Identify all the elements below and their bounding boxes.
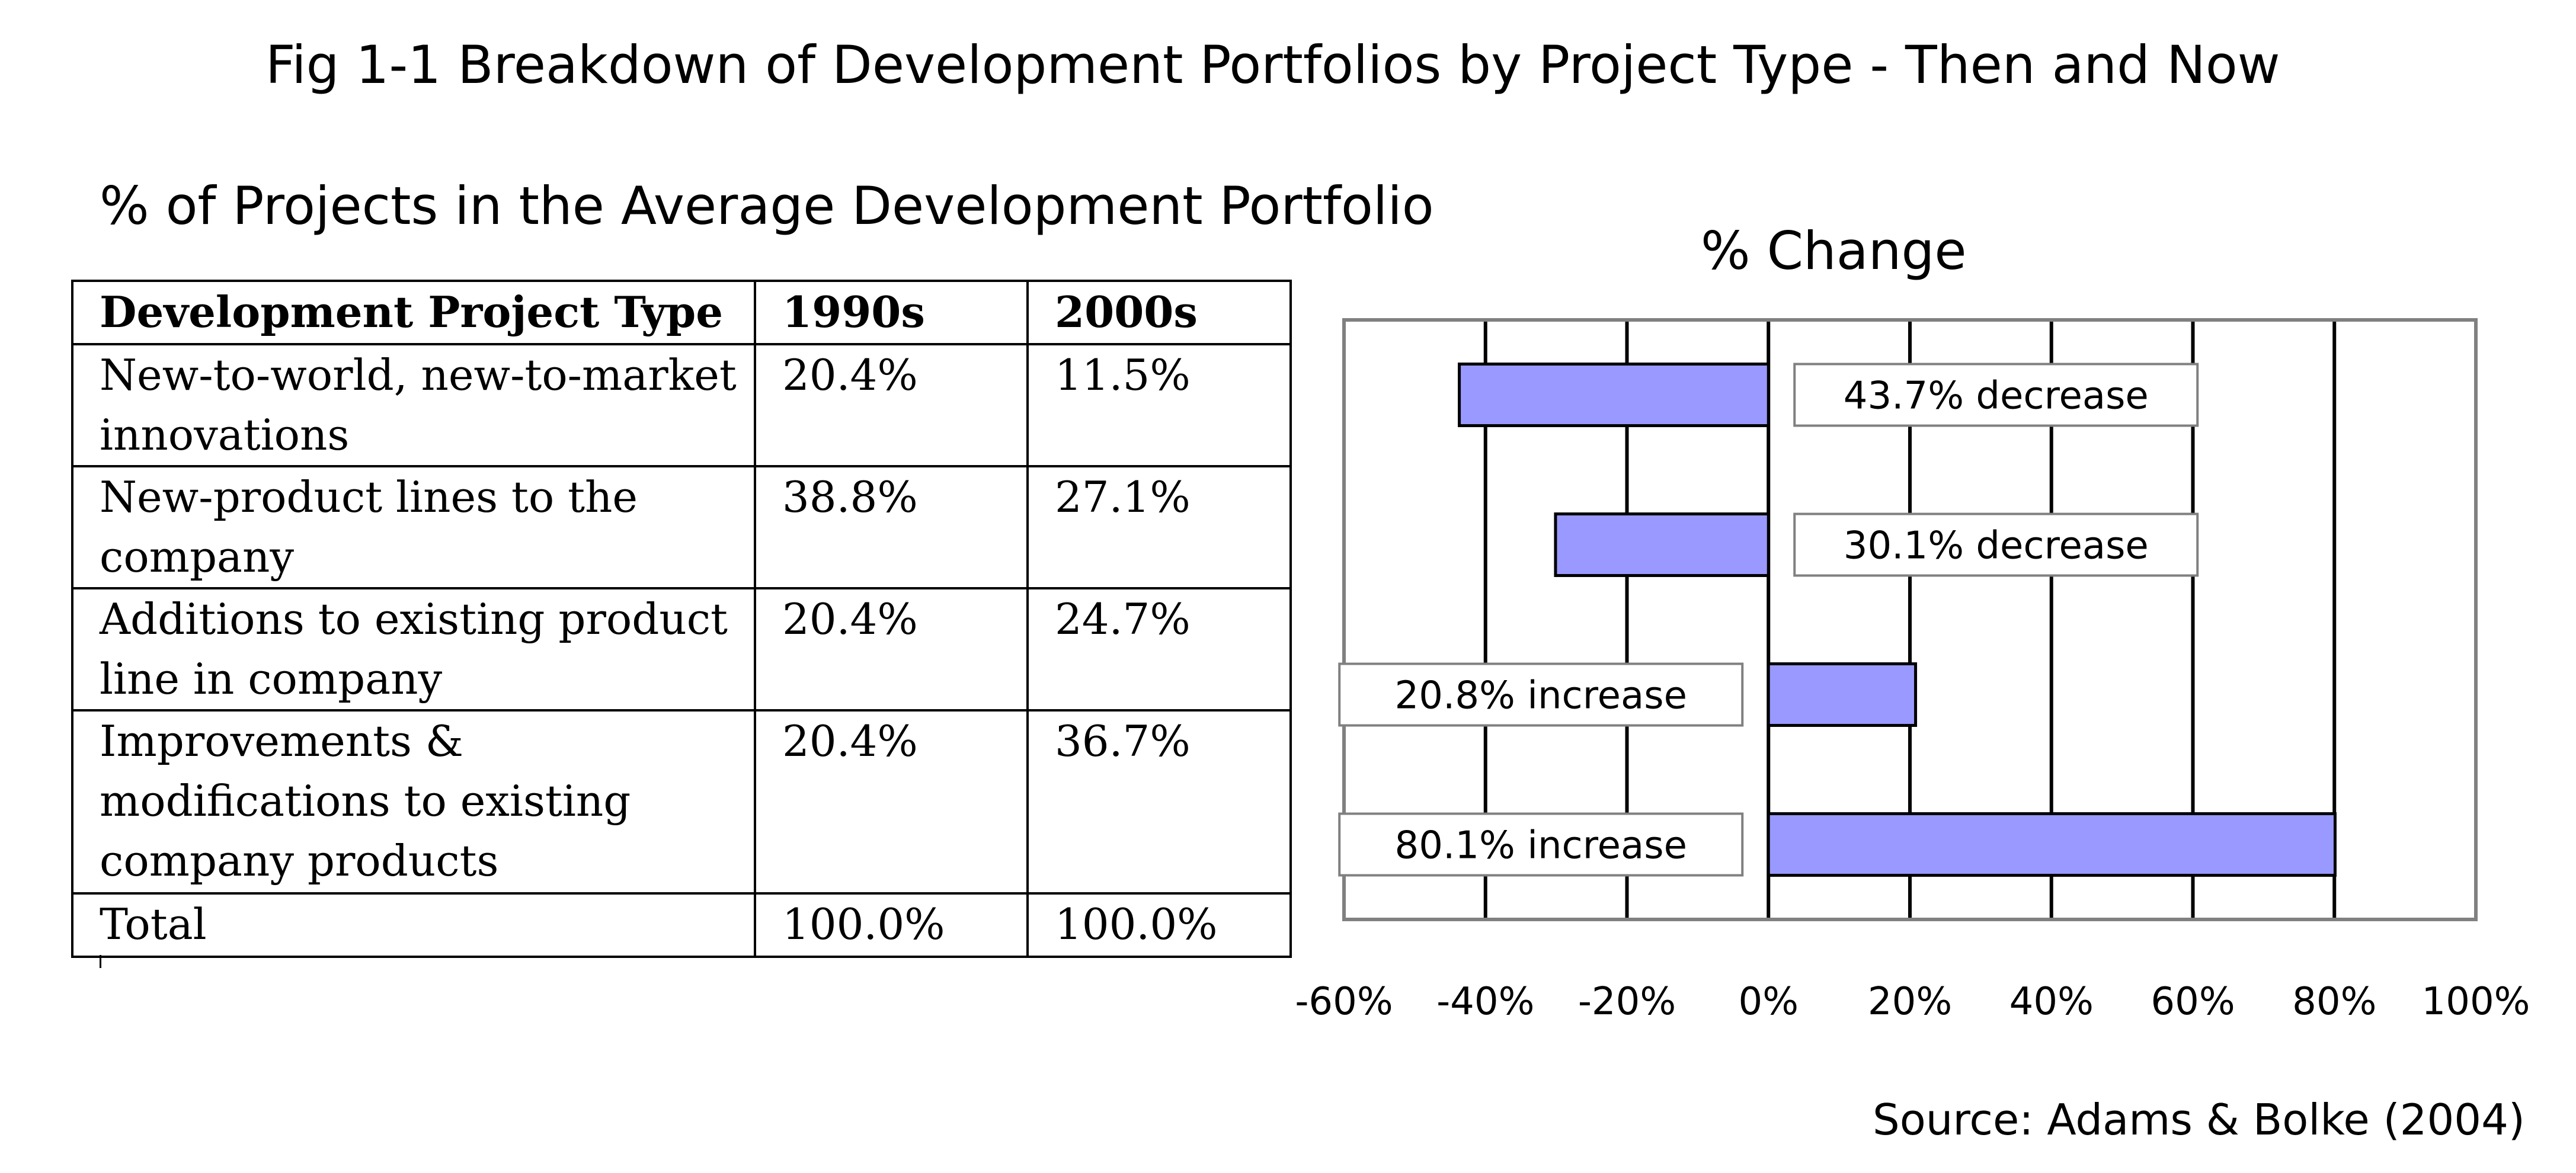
bar	[1767, 662, 1918, 727]
data-label-box	[1338, 812, 1744, 877]
x-tick-label: -40%	[1436, 980, 1534, 1024]
table-row: Improvements & modifications to existing…	[71, 709, 1292, 895]
x-tick-label: 20%	[1868, 980, 1952, 1024]
cell-1990s: 38.8%	[754, 465, 1029, 589]
header-project-type: Development Project Type	[71, 280, 756, 345]
x-tick-label: 40%	[2009, 980, 2094, 1024]
cell-project-type: New-to-world, new-to-market innovations	[71, 343, 756, 467]
cell-total-1990s: 100.0%	[754, 892, 1029, 958]
cell-2000s: 36.7%	[1026, 709, 1292, 895]
x-tick-label: -20%	[1578, 980, 1676, 1024]
data-label-box	[1793, 363, 2199, 427]
x-tick-label: 100%	[2422, 980, 2530, 1024]
table-header-row: Development Project Type 1990s 2000s	[71, 280, 1292, 345]
bar	[1554, 512, 1770, 577]
table-title: % of Projects in the Average Development…	[100, 175, 1434, 236]
plot-frame	[1342, 318, 2478, 921]
cell-1990s: 20.4%	[754, 709, 1029, 895]
cell-total-label: Total	[71, 892, 756, 958]
data-label: 80.1% increase	[1395, 824, 1687, 868]
portfolio-table: Development Project Type 1990s 2000s New…	[71, 280, 1292, 958]
cell-project-type: New-product lines to the company	[71, 465, 756, 589]
cell-project-type: Improvements & modifications to existing…	[71, 709, 756, 895]
table-corner-tick	[100, 955, 101, 968]
figure-title: Fig 1-1 Breakdown of Development Portfol…	[265, 34, 2280, 95]
header-1990s: 1990s	[754, 280, 1029, 345]
cell-total-2000s: 100.0%	[1026, 892, 1292, 958]
x-tick-label: 60%	[2151, 980, 2235, 1024]
data-label-box	[1793, 512, 2199, 577]
bar	[1767, 812, 2337, 877]
cell-project-type: Additions to existing product line in co…	[71, 587, 756, 712]
data-label: 30.1% decrease	[1844, 524, 2149, 568]
cell-2000s: 11.5%	[1026, 343, 1292, 467]
data-label-box	[1338, 662, 1744, 727]
header-2000s: 2000s	[1026, 280, 1292, 345]
table-total-row: Total 100.0% 100.0%	[71, 892, 1292, 958]
table-row: New-to-world, new-to-market innovations …	[71, 343, 1292, 467]
cell-2000s: 27.1%	[1026, 465, 1292, 589]
source-note: Source: Adams & Bolke (2004)	[1873, 1095, 2525, 1145]
x-tick-label: 80%	[2292, 980, 2376, 1024]
cell-1990s: 20.4%	[754, 587, 1029, 712]
bar	[1458, 363, 1770, 427]
chart-title: % Change	[1701, 220, 1967, 281]
table-row: New-product lines to the company 38.8% 2…	[71, 465, 1292, 589]
data-label: 43.7% decrease	[1844, 374, 2149, 418]
cell-1990s: 20.4%	[754, 343, 1029, 467]
x-tick-label: 0%	[1738, 980, 1799, 1024]
table-row: Additions to existing product line in co…	[71, 587, 1292, 712]
data-label: 20.8% increase	[1395, 674, 1687, 718]
cell-2000s: 24.7%	[1026, 587, 1292, 712]
x-tick-label: -60%	[1295, 980, 1393, 1024]
